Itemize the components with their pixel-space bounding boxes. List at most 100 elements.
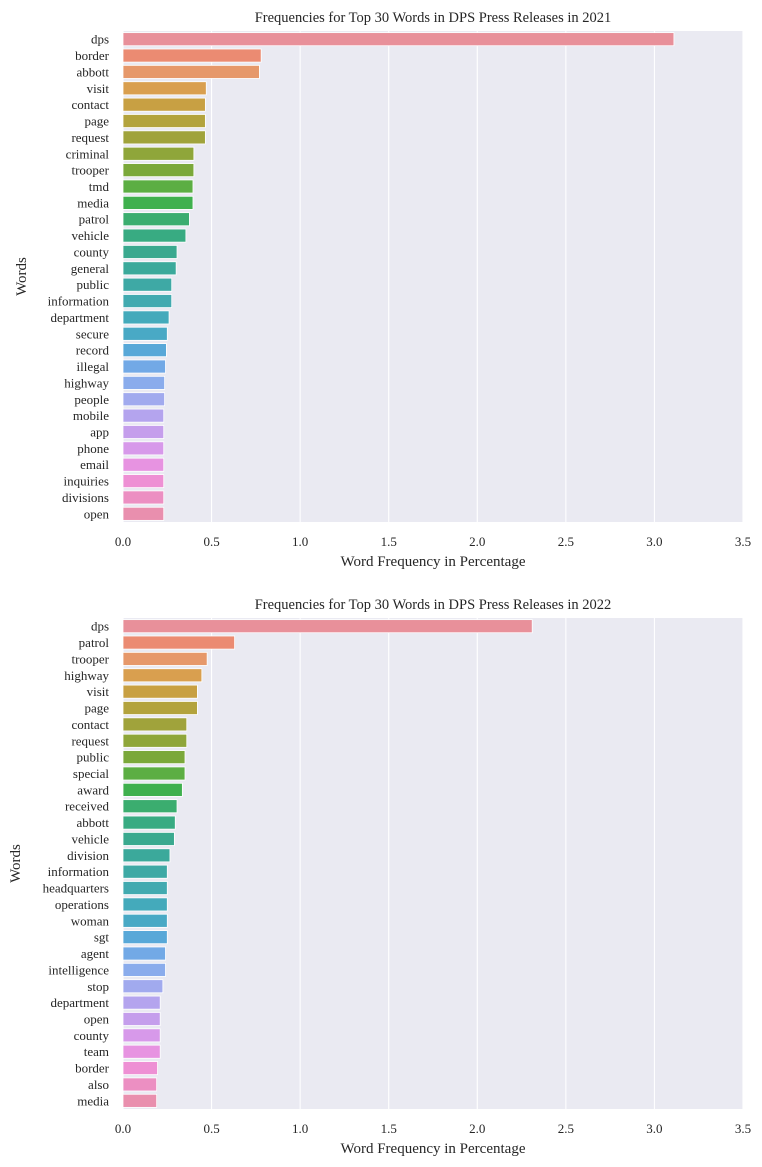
- category-label: visit: [87, 81, 110, 96]
- chart-title: Frequencies for Top 30 Words in DPS Pres…: [255, 597, 612, 613]
- bar-patrol: [122, 635, 235, 650]
- category-label: media: [77, 195, 109, 210]
- category-label: trooper: [71, 651, 109, 666]
- bar-received: [122, 799, 178, 814]
- bar-record: [122, 343, 167, 358]
- bar-email: [122, 457, 165, 472]
- bar-dps: [122, 32, 675, 47]
- category-label: agent: [81, 946, 110, 961]
- bar-sgt: [122, 930, 168, 945]
- x-tick-label: 3.0: [646, 534, 662, 549]
- category-label: app: [90, 424, 109, 439]
- bar-abbott: [122, 815, 176, 830]
- category-label: border: [75, 48, 110, 63]
- bar-department: [122, 310, 170, 325]
- bar-phone: [122, 441, 165, 456]
- x-tick-label: 1.0: [292, 534, 308, 549]
- category-label: department: [51, 310, 110, 325]
- category-label: information: [48, 294, 110, 309]
- bar-general: [122, 261, 177, 276]
- bar-border: [122, 48, 262, 63]
- bar-illegal: [122, 359, 166, 374]
- bar-request: [122, 733, 188, 748]
- category-label: divisions: [62, 490, 109, 505]
- category-label: patrol: [79, 635, 110, 650]
- bar-open: [122, 1012, 161, 1026]
- bar-criminal: [122, 146, 195, 161]
- bar-request: [122, 130, 206, 145]
- bar-tmd: [122, 179, 194, 194]
- x-tick-label: 0.0: [115, 1121, 131, 1136]
- category-label: department: [51, 995, 110, 1010]
- plot-area: [123, 618, 743, 1109]
- category-label: public: [77, 277, 110, 292]
- category-label: special: [73, 766, 109, 781]
- bar-dps: [122, 619, 533, 634]
- category-label: criminal: [66, 146, 110, 161]
- category-label: abbott: [77, 815, 110, 830]
- bar-intelligence: [122, 962, 166, 977]
- category-label: patrol: [79, 212, 110, 227]
- chart-title: Frequencies for Top 30 Words in DPS Pres…: [255, 10, 612, 26]
- category-label: email: [80, 457, 109, 472]
- category-label: sgt: [94, 930, 110, 945]
- category-label: operations: [55, 897, 109, 912]
- category-label: visit: [87, 684, 110, 699]
- x-tick-label: 1.0: [292, 1121, 308, 1136]
- category-label: people: [74, 392, 109, 407]
- category-label: vehicle: [71, 228, 109, 243]
- bar-information: [122, 864, 168, 879]
- bar-mobile: [122, 408, 165, 423]
- category-label: information: [48, 864, 110, 879]
- bar-abbott: [122, 64, 260, 79]
- bar-page: [122, 114, 206, 128]
- bar-patrol: [122, 212, 190, 227]
- y-axis-label: Words: [8, 844, 24, 883]
- bar-visit: [122, 81, 207, 96]
- category-label: county: [74, 1028, 110, 1043]
- x-tick-label: 2.5: [558, 1121, 574, 1136]
- x-tick-label: 3.5: [735, 534, 751, 549]
- bar-open: [122, 506, 165, 521]
- bar-operations: [122, 897, 168, 912]
- x-tick-label: 3.0: [646, 1121, 662, 1136]
- category-label: tmd: [89, 179, 110, 194]
- category-label: phone: [77, 441, 109, 456]
- bar-vehicle: [122, 228, 187, 243]
- x-tick-label: 1.5: [381, 534, 397, 549]
- bar-special: [122, 766, 186, 781]
- bar-woman: [122, 913, 168, 928]
- bar-contact: [122, 717, 188, 732]
- x-tick-label: 2.0: [469, 534, 485, 549]
- bar-visit: [122, 684, 198, 699]
- category-label: intelligence: [48, 962, 109, 977]
- category-label: contact: [71, 717, 109, 732]
- category-label: trooper: [71, 163, 109, 178]
- category-label: headquarters: [43, 881, 109, 896]
- bar-also: [122, 1077, 158, 1092]
- bar-media: [122, 1093, 158, 1108]
- bar-contact: [122, 97, 206, 112]
- category-label: record: [76, 343, 110, 358]
- x-tick-label: 2.0: [469, 1121, 485, 1136]
- bar-county: [122, 245, 178, 259]
- bar-county: [122, 1028, 161, 1043]
- category-label: request: [71, 130, 109, 145]
- bar-app: [122, 425, 165, 439]
- bar-divisions: [122, 490, 165, 505]
- plot-area: [123, 31, 743, 522]
- bar-highway: [122, 668, 203, 683]
- bar-people: [122, 392, 166, 407]
- bar-public: [122, 277, 173, 292]
- category-label: highway: [64, 668, 109, 683]
- category-label: page: [84, 701, 109, 716]
- chart-2: 0.0 0.5 1.0 1.5 2.0 2.5 3.0 3.5 dpspatroltrooper…: [8, 597, 751, 1157]
- category-label: woman: [71, 913, 110, 928]
- category-label: general: [71, 261, 110, 276]
- x-tick-label: 0.5: [203, 1121, 219, 1136]
- category-label: highway: [64, 375, 109, 390]
- bar-inquiries: [122, 474, 165, 489]
- category-label: inquiries: [64, 474, 110, 489]
